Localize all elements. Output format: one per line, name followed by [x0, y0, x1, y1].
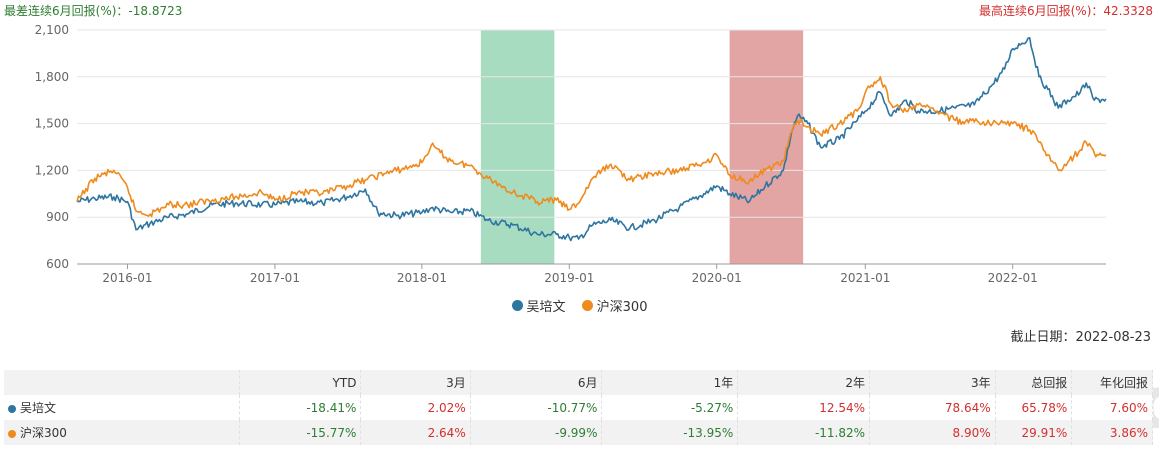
legend-label-index: 沪深300 — [596, 300, 648, 315]
series-line-index — [76, 76, 1107, 218]
table-header-total: 总回报 — [995, 370, 1073, 395]
cell-6m: -9.99% — [470, 420, 603, 445]
cell-total: 65.78% — [995, 395, 1073, 420]
cell-total: 29.91% — [995, 420, 1073, 445]
cell-3y: 78.64% — [869, 395, 996, 420]
legend-item-fund[interactable]: 吴培文 — [511, 296, 566, 315]
row-name-cell: 沪深300 — [4, 420, 240, 445]
x-tick-label: 2019-01 — [544, 271, 594, 285]
returns-table: YTD 3月 6月 1年 2年 3年 总回报 年化回报 吴培文 -18.41% … — [4, 370, 1153, 445]
row-name: 沪深300 — [20, 426, 67, 440]
series-dot — [8, 429, 16, 438]
table-header-2y: 2年 — [737, 370, 871, 395]
row-name: 吴培文 — [20, 401, 57, 415]
series-dot — [8, 404, 16, 413]
x-tick-label: 2020-01 — [692, 271, 742, 285]
table-row: 吴培文 -18.41% 2.02% -10.77% -5.27% 12.54% … — [4, 395, 1153, 420]
legend-marker-index — [581, 300, 593, 311]
cell-2y: 12.54% — [737, 395, 871, 420]
x-tick-label: 2021-01 — [840, 271, 890, 285]
cell-ytd: -18.41% — [239, 395, 362, 420]
table-header-3m: 3月 — [360, 370, 471, 395]
y-tick-label: 2,100 — [35, 23, 69, 37]
legend-item-index[interactable]: 沪深300 — [581, 296, 648, 315]
cell-annualized: 3.86% — [1071, 420, 1153, 445]
legend-label-fund: 吴培文 — [526, 300, 566, 315]
worst-6m-return-label: 最差连续6月回报(%)：-18.8723 — [4, 4, 183, 18]
x-tick-label: 2017-01 — [250, 271, 300, 285]
x-tick-label: 2018-01 — [397, 271, 447, 285]
table-header-3y: 3年 — [869, 370, 996, 395]
table-header-row: YTD 3月 6月 1年 2年 3年 总回报 年化回报 — [4, 370, 1153, 395]
cell-3m: 2.02% — [360, 395, 471, 420]
cell-3m: 2.64% — [360, 420, 471, 445]
y-tick-label: 900 — [46, 210, 69, 224]
table-header-annualized: 年化回报 — [1071, 370, 1153, 395]
cell-annualized: 7.60% — [1071, 395, 1153, 420]
cell-2y: -11.82% — [737, 420, 871, 445]
cell-6m: -10.77% — [470, 395, 603, 420]
cell-1y: -5.27% — [601, 395, 739, 420]
x-tick-label: 2022-01 — [988, 271, 1038, 285]
table-row: 沪深300 -15.77% 2.64% -9.99% -13.95% -11.8… — [4, 420, 1153, 445]
x-tick-label: 2016-01 — [102, 271, 152, 285]
series-line-fund — [76, 37, 1107, 242]
y-tick-label: 1,800 — [35, 70, 69, 84]
y-tick-label: 1,500 — [35, 117, 69, 131]
y-tick-label: 1,200 — [35, 163, 69, 177]
best-6m-return-label: 最高连续6月回报(%)：42.3328 — [978, 4, 1153, 18]
as-of-date: 截止日期：2022-08-23 — [1010, 330, 1151, 345]
cell-1y: -13.95% — [601, 420, 739, 445]
cell-ytd: -15.77% — [239, 420, 362, 445]
best-period-band — [729, 30, 804, 264]
line-chart: 600 900 1,200 1,500 1,800 2,100 2016-01 2017-01… — [35, 23, 1107, 285]
table-header-ytd: YTD — [239, 370, 362, 395]
table-header-name — [4, 370, 240, 395]
table-header-6m: 6月 — [470, 370, 603, 395]
table-header-1y: 1年 — [601, 370, 739, 395]
worst-period-band — [480, 30, 555, 264]
cell-3y: 8.90% — [869, 420, 996, 445]
legend-marker-fund — [511, 300, 523, 311]
row-name-cell: 吴培文 — [4, 395, 240, 420]
chart-legend: 吴培文 沪深300 — [0, 296, 1159, 315]
y-tick-label: 600 — [46, 257, 69, 271]
